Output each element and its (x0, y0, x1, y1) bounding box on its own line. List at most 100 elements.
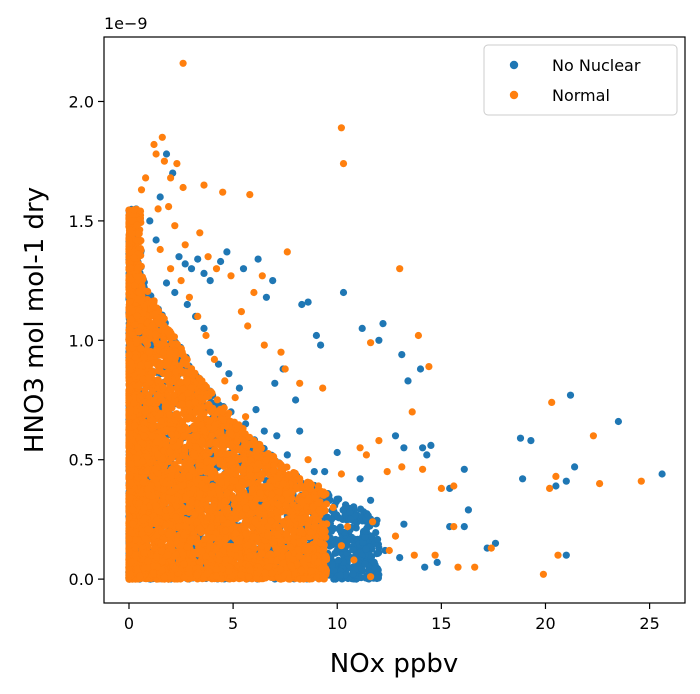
point-no-nuclear (562, 477, 570, 485)
point-no-nuclear (552, 482, 560, 490)
point-no-nuclear (404, 377, 412, 385)
point-no-nuclear (519, 475, 527, 483)
point-no-nuclear (400, 520, 408, 528)
point-no-nuclear (416, 365, 425, 373)
point-no-nuclear (283, 451, 291, 459)
point-no-nuclear (217, 257, 225, 266)
point-no-nuclear (269, 277, 277, 285)
point-no-nuclear (296, 427, 304, 435)
point-no-nuclear (181, 260, 189, 268)
point-no-nuclear (339, 288, 348, 297)
point-no-nuclear (331, 539, 339, 547)
point-no-nuclear (262, 293, 270, 301)
point-no-nuclear (358, 324, 366, 332)
point-no-nuclear (658, 470, 666, 478)
point-no-nuclear (362, 545, 370, 553)
point-no-nuclear (271, 379, 279, 387)
point-no-nuclear (156, 193, 164, 201)
point-no-nuclear (333, 495, 341, 503)
point-no-nuclear (223, 248, 231, 256)
point-no-nuclear (171, 288, 179, 297)
point-no-nuclear (358, 565, 366, 573)
point-no-nuclear (516, 434, 525, 442)
point-no-nuclear (571, 463, 579, 471)
point-no-nuclear (273, 432, 281, 440)
point-no-nuclear (370, 558, 378, 566)
point-no-nuclear (239, 265, 248, 273)
point-no-nuclear (336, 571, 344, 579)
point-no-nuclear (375, 336, 383, 344)
point-no-nuclear (254, 255, 262, 263)
point-no-nuclear (460, 523, 468, 531)
point-no-nuclear (527, 437, 535, 445)
point-no-nuclear (214, 360, 223, 368)
point-no-nuclear (421, 563, 429, 571)
point-no-nuclear (374, 535, 382, 544)
point-no-nuclear (260, 427, 268, 435)
point-no-nuclear (225, 370, 233, 378)
point-no-nuclear (374, 549, 382, 558)
point-no-nuclear (183, 300, 191, 309)
point-no-nuclear (304, 298, 312, 306)
point-no-nuclear (367, 496, 375, 504)
point-no-nuclear (206, 348, 214, 356)
point-no-nuclear (491, 539, 500, 547)
point-no-nuclear (175, 253, 183, 261)
point-no-nuclear (349, 546, 357, 554)
point-no-nuclear (355, 559, 363, 567)
point-no-nuclear (298, 300, 306, 309)
point-no-nuclear (334, 556, 343, 565)
point-no-nuclear (423, 451, 431, 459)
point-no-nuclear (433, 558, 441, 567)
point-no-nuclear (330, 566, 338, 574)
point-no-nuclear (361, 560, 369, 568)
point-no-nuclear (333, 448, 341, 457)
point-no-nuclear (427, 441, 435, 449)
point-no-nuclear (398, 351, 406, 359)
point-no-nuclear (464, 506, 472, 514)
point-no-nuclear (327, 527, 336, 535)
point-no-nuclear (292, 396, 300, 404)
data-points (125, 59, 666, 583)
point-no-nuclear (391, 432, 400, 440)
point-no-nuclear (400, 444, 408, 452)
point-no-nuclear (396, 554, 404, 562)
plot-area (125, 59, 666, 583)
point-no-nuclear (361, 533, 369, 541)
point-no-nuclear (364, 512, 372, 520)
point-no-nuclear (162, 279, 171, 287)
point-no-nuclear (349, 570, 357, 578)
point-no-nuclear (347, 515, 355, 524)
point-no-nuclear (317, 341, 325, 349)
point-no-nuclear (362, 527, 370, 536)
point-no-nuclear (200, 269, 208, 277)
point-no-nuclear (379, 320, 387, 328)
point-no-nuclear (460, 465, 468, 473)
point-no-nuclear (200, 324, 208, 332)
point-no-nuclear (330, 509, 339, 517)
point-no-nuclear (235, 384, 243, 392)
point-no-nuclear (566, 391, 575, 399)
point-no-nuclear (374, 574, 382, 582)
point-no-nuclear (562, 551, 570, 559)
point-no-nuclear (321, 468, 329, 476)
point-no-nuclear (252, 406, 260, 414)
point-no-nuclear (324, 513, 332, 522)
point-no-nuclear (332, 549, 340, 557)
point-no-nuclear (152, 236, 160, 244)
point-no-nuclear (345, 536, 354, 544)
point-no-nuclear (419, 444, 427, 452)
point-no-nuclear (346, 508, 354, 516)
point-no-nuclear (336, 526, 344, 534)
point-no-nuclear (194, 255, 202, 263)
point-no-nuclear (162, 150, 171, 158)
point-no-nuclear (614, 417, 623, 426)
point-no-nuclear (357, 505, 365, 513)
point-no-nuclear (356, 475, 364, 483)
point-no-nuclear (187, 265, 196, 273)
point-no-nuclear (206, 277, 214, 285)
point-no-nuclear (146, 217, 154, 225)
point-no-nuclear (312, 331, 320, 340)
point-no-nuclear (328, 561, 336, 569)
